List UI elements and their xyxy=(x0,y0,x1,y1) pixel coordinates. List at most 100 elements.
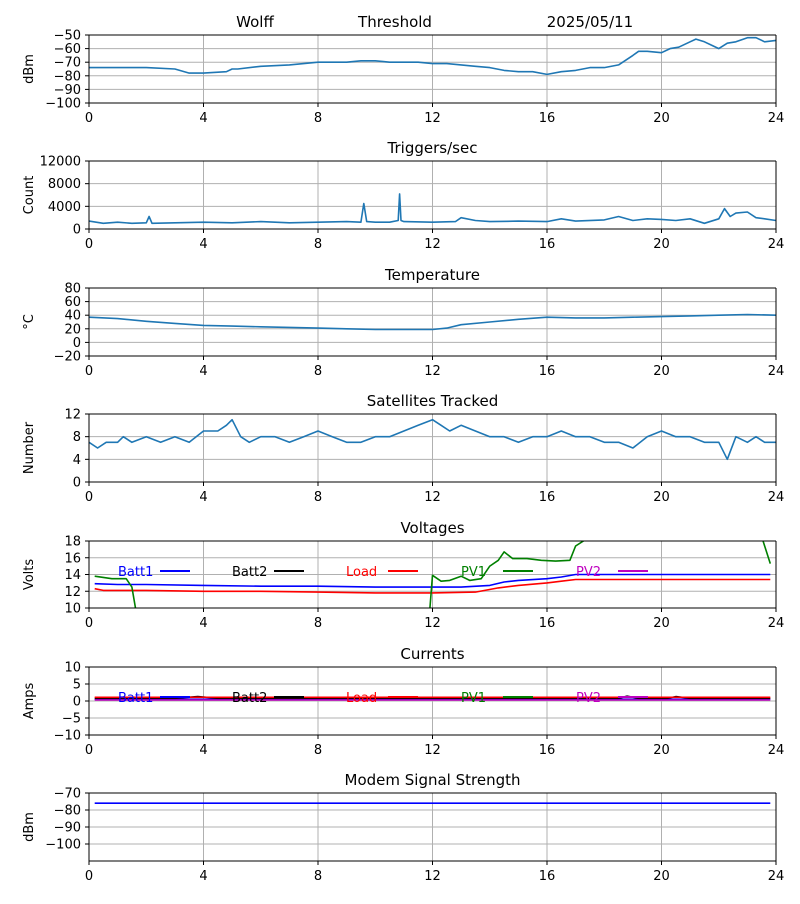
legend-label-batt1: Batt1 xyxy=(118,691,153,706)
x-tick-label: 0 xyxy=(85,616,93,631)
x-tick-label: 0 xyxy=(85,743,93,758)
x-tick-label: 16 xyxy=(539,111,556,126)
x-tick-label: 0 xyxy=(85,869,93,884)
x-tick-label: 4 xyxy=(199,869,207,884)
y-tick-label: −80 xyxy=(54,69,81,84)
y-tick-label: 0 xyxy=(73,695,81,710)
panel-satellites: 0 4 8 12 16 20 24 0 4 8 12 Satellites Tracked Number xyxy=(22,392,784,505)
y-tick-label: −70 xyxy=(54,56,81,71)
chart-title: Satellites Tracked xyxy=(367,392,498,410)
chart-title: Triggers/sec xyxy=(387,139,478,157)
chart-title: Voltages xyxy=(400,519,464,537)
x-tick-label: 20 xyxy=(653,616,670,631)
y-tick-label: −90 xyxy=(54,83,81,98)
y-tick-label: 0 xyxy=(73,336,81,351)
y-axis-label: Amps xyxy=(22,682,37,719)
x-tick-label: 8 xyxy=(314,869,322,884)
x-tick-label: 20 xyxy=(653,869,670,884)
legend-label-pv1: PV1 xyxy=(461,691,486,706)
series-line xyxy=(89,418,776,461)
y-tick-label: −50 xyxy=(54,29,81,44)
legend-label-pv1: PV1 xyxy=(461,565,486,580)
x-tick-label: 8 xyxy=(314,616,322,631)
chart-title: Modem Signal Strength xyxy=(345,771,521,789)
y-tick-label: 8000 xyxy=(48,177,81,192)
y-axis-label: dBm xyxy=(22,812,37,842)
y-tick-label: 10 xyxy=(64,661,81,676)
legend-label-pv2: PV2 xyxy=(576,565,601,580)
series-line-pv1 xyxy=(94,541,772,608)
y-tick-label: 16 xyxy=(64,551,81,566)
y-tick-label: 0 xyxy=(73,223,81,238)
x-tick-label: 24 xyxy=(768,616,785,631)
y-axis-label: °C xyxy=(22,314,37,330)
series-line xyxy=(89,313,776,331)
y-tick-label: 60 xyxy=(64,295,81,310)
y-tick-label: −70 xyxy=(54,787,81,802)
x-tick-label: 0 xyxy=(85,111,93,126)
y-tick-label: 8 xyxy=(73,430,81,445)
x-tick-label: 24 xyxy=(768,111,785,126)
y-tick-label: 12 xyxy=(64,408,81,423)
x-tick-label: 12 xyxy=(424,237,441,252)
y-tick-label: 12 xyxy=(64,585,81,600)
y-tick-label: 10 xyxy=(64,602,81,617)
y-tick-label: 14 xyxy=(64,568,81,583)
y-tick-label: −10 xyxy=(54,729,81,744)
panel-modem: 0 4 8 12 16 20 24 −100 −90 −80 −70 Modem Signal Str… xyxy=(22,771,784,884)
x-tick-label: 20 xyxy=(653,490,670,505)
y-tick-label: −20 xyxy=(54,350,81,365)
y-tick-label: 40 xyxy=(64,309,81,324)
x-tick-label: 8 xyxy=(314,490,322,505)
x-tick-label: 0 xyxy=(85,364,93,379)
x-tick-label: 4 xyxy=(199,743,207,758)
series-line-batt1 xyxy=(94,573,771,588)
x-tick-label: 16 xyxy=(539,490,556,505)
y-tick-label: 12000 xyxy=(40,155,81,170)
legend-label-batt2: Batt2 xyxy=(232,691,267,706)
y-tick-label: −5 xyxy=(62,712,81,727)
y-tick-label: −100 xyxy=(45,838,81,853)
panel-triggers: 0 4 8 12 16 20 24 0 4000 8000 12000 Triggers/sec Cou… xyxy=(22,139,784,252)
y-tick-label: 5 xyxy=(73,678,81,693)
panel-currents: 0 4 8 12 16 20 24 −10 −5 0 5 10 Currents Amps Batt1 Bat… xyxy=(22,645,784,758)
y-axis-label: Number xyxy=(22,421,37,474)
y-axis-label: dBm xyxy=(22,54,37,84)
x-tick-label: 16 xyxy=(539,869,556,884)
x-tick-label: 20 xyxy=(653,111,670,126)
y-axis-label: Count xyxy=(22,176,37,215)
y-tick-label: 80 xyxy=(64,282,81,297)
series-line-load xyxy=(94,578,771,594)
y-tick-label: 20 xyxy=(64,322,81,337)
x-tick-label: 12 xyxy=(424,490,441,505)
panel-threshold: 0 4 8 12 16 20 24 −100−90−80−70−60−50 dBm xyxy=(22,29,784,127)
x-tick-label: 4 xyxy=(199,490,207,505)
x-tick-label: 16 xyxy=(539,237,556,252)
x-tick-label: 24 xyxy=(768,743,785,758)
x-tick-label: 0 xyxy=(85,490,93,505)
y-tick-label: −100 xyxy=(45,97,81,112)
x-tick-label: 20 xyxy=(653,743,670,758)
y-tick-label: −80 xyxy=(54,804,81,819)
y-tick-label: 18 xyxy=(64,535,81,550)
y-tick-label: −90 xyxy=(54,821,81,836)
x-tick-label: 20 xyxy=(653,237,670,252)
y-tick-label: −60 xyxy=(54,42,81,57)
x-tick-label: 24 xyxy=(768,237,785,252)
y-tick-label: 4000 xyxy=(48,200,81,215)
x-tick-label: 16 xyxy=(539,364,556,379)
x-tick-label: 8 xyxy=(314,111,322,126)
x-tick-label: 20 xyxy=(653,364,670,379)
series-line xyxy=(89,36,776,76)
x-tick-label: 8 xyxy=(314,364,322,379)
x-tick-label: 4 xyxy=(199,237,207,252)
x-tick-label: 12 xyxy=(424,111,441,126)
x-tick-label: 24 xyxy=(768,869,785,884)
x-tick-label: 0 xyxy=(85,237,93,252)
x-tick-label: 16 xyxy=(539,743,556,758)
series-line xyxy=(89,193,776,225)
x-tick-label: 8 xyxy=(314,743,322,758)
